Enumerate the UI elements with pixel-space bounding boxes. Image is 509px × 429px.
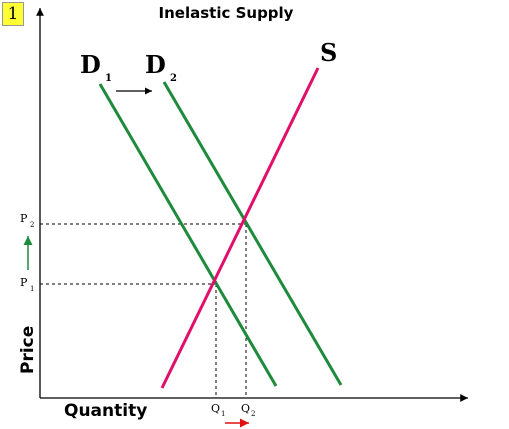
q2-label-sub: 2 [251,410,255,418]
p2-label-letter: P [20,212,28,225]
x-axis-label: Quantity [64,401,147,421]
diagram-title: Inelastic Supply [159,4,294,22]
q2-label-letter: Q [241,402,250,415]
p1-label-letter: P [20,276,28,289]
demand-curve-d1 [98,83,278,387]
p2-label-sub: 2 [30,221,34,229]
d2-label-letter: D [145,50,166,79]
d2-label-sub: 2 [170,73,177,84]
q1-label-letter: Q [211,402,220,415]
supply-curve [160,67,320,389]
p1-label-sub: 1 [30,285,34,293]
slide-number-badge: 1 [2,2,24,26]
d1-label-letter: D [80,50,101,79]
q1-label-sub: 1 [221,410,225,418]
d1-label-sub: 1 [105,73,112,84]
s-label: S [320,38,337,67]
y-axis-label: Price [18,326,38,374]
demand-curve-d2 [162,81,343,386]
